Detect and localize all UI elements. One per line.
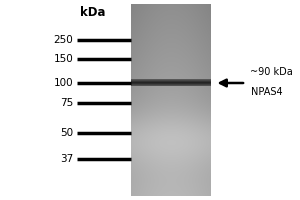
- Text: 37: 37: [60, 154, 74, 164]
- Text: 250: 250: [54, 35, 74, 45]
- Text: kDa: kDa: [80, 6, 106, 20]
- Text: 75: 75: [60, 98, 74, 108]
- Text: 150: 150: [54, 54, 74, 64]
- Text: 50: 50: [60, 128, 74, 138]
- Text: ~90 kDa: ~90 kDa: [250, 67, 293, 77]
- Text: 100: 100: [54, 78, 74, 88]
- Text: NPAS4: NPAS4: [250, 87, 282, 97]
